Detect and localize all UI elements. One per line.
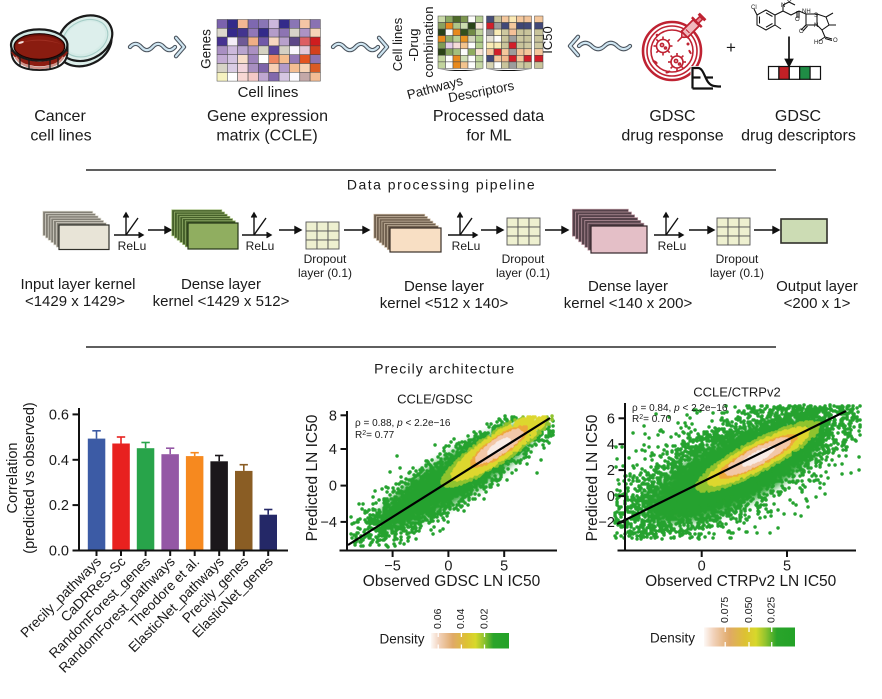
svg-text:0: 0 xyxy=(444,559,452,575)
svg-text:Data processing pipeline: Data processing pipeline xyxy=(347,177,536,193)
svg-text:0.0: 0.0 xyxy=(49,544,69,560)
svg-text:0.02: 0.02 xyxy=(478,608,490,629)
svg-text:0: 0 xyxy=(698,559,706,575)
svg-text:N: N xyxy=(814,23,818,29)
svg-text:O: O xyxy=(799,29,804,35)
svg-text:drug descriptors: drug descriptors xyxy=(741,128,856,145)
svg-text:0.6: 0.6 xyxy=(49,407,69,423)
svg-text:Gene expression: Gene expression xyxy=(207,108,328,125)
svg-text:4: 4 xyxy=(329,442,337,458)
svg-text:Output layer: Output layer xyxy=(776,278,858,295)
svg-text:ρ = 0.84, p < 2.2e−16: ρ = 0.84, p < 2.2e−16 xyxy=(632,403,728,414)
svg-text:ReLu: ReLu xyxy=(118,239,147,253)
svg-text:6: 6 xyxy=(607,411,615,427)
svg-text:CCLE/GDSC: CCLE/GDSC xyxy=(397,391,473,406)
svg-text:IC50: IC50 xyxy=(540,26,555,53)
svg-text:layer (0.1): layer (0.1) xyxy=(298,266,352,280)
svg-text:O: O xyxy=(833,38,838,44)
svg-text:0: 0 xyxy=(607,489,615,505)
svg-text:5: 5 xyxy=(783,559,791,575)
svg-text:8: 8 xyxy=(329,408,337,424)
svg-text:O: O xyxy=(787,0,792,4)
svg-text:<200 x 1>: <200 x 1> xyxy=(784,295,851,312)
svg-text:Cancer: Cancer xyxy=(34,108,86,125)
svg-text:S: S xyxy=(814,13,818,19)
svg-text:combination: combination xyxy=(421,6,436,77)
svg-text:Dense layer: Dense layer xyxy=(404,278,484,295)
svg-text:matrix (CCLE): matrix (CCLE) xyxy=(216,128,317,145)
svg-text:kernel <512 x 140>: kernel <512 x 140> xyxy=(380,295,509,312)
svg-text:drug response: drug response xyxy=(621,128,723,145)
svg-text:kernel <1429 x 512>: kernel <1429 x 512> xyxy=(153,293,290,310)
svg-text:4: 4 xyxy=(607,437,615,453)
svg-text:ReLu: ReLu xyxy=(658,239,687,253)
svg-text:R2= 0.70: R2= 0.70 xyxy=(632,414,672,425)
svg-text:−5: −5 xyxy=(384,559,401,575)
svg-text:(predicted vs observed): (predicted vs observed) xyxy=(22,402,38,554)
svg-text:2: 2 xyxy=(607,463,615,479)
svg-text:Dropout: Dropout xyxy=(502,252,545,266)
svg-text:−2: −2 xyxy=(598,515,615,531)
svg-text:Predicted LN IC50: Predicted LN IC50 xyxy=(304,414,321,541)
svg-text:0: 0 xyxy=(329,479,337,495)
svg-text:Genes: Genes xyxy=(199,29,214,69)
svg-text:0.075: 0.075 xyxy=(719,597,731,623)
svg-text:NH: NH xyxy=(802,9,811,15)
svg-text:−4: −4 xyxy=(320,515,337,531)
svg-text:Dropout: Dropout xyxy=(716,252,759,266)
svg-text:for ML: for ML xyxy=(466,128,511,145)
svg-text:layer (0.1): layer (0.1) xyxy=(496,266,550,280)
svg-text:cell lines: cell lines xyxy=(30,128,91,145)
svg-text:CCLE/CTRPv2: CCLE/CTRPv2 xyxy=(693,385,780,400)
svg-text:0.4: 0.4 xyxy=(49,453,69,469)
svg-text:Observed CTRPv2 LN IC50: Observed CTRPv2 LN IC50 xyxy=(645,573,837,590)
svg-text:ρ = 0.88, p < 2.2e−16: ρ = 0.88, p < 2.2e−16 xyxy=(355,418,451,429)
svg-text:0.025: 0.025 xyxy=(765,597,777,623)
svg-text:Observed GDSC LN IC50: Observed GDSC LN IC50 xyxy=(363,573,541,590)
svg-text:Cell lines: Cell lines xyxy=(390,17,405,71)
svg-text:Density: Density xyxy=(379,632,424,647)
svg-text:Precily architecture: Precily architecture xyxy=(374,361,515,377)
svg-text:Input layer kernel: Input layer kernel xyxy=(20,276,135,293)
svg-text:layer (0.1): layer (0.1) xyxy=(710,266,764,280)
svg-text:<1429 x 1429>: <1429 x 1429> xyxy=(25,293,125,310)
svg-text:Predicted LN IC50: Predicted LN IC50 xyxy=(584,414,601,541)
svg-text:+: + xyxy=(726,38,736,57)
svg-text:Processed data: Processed data xyxy=(433,108,544,125)
svg-text:Dense layer: Dense layer xyxy=(181,276,261,293)
svg-text:0.2: 0.2 xyxy=(49,498,69,514)
svg-text:0.050: 0.050 xyxy=(743,597,755,623)
svg-text:GDSC: GDSC xyxy=(775,108,821,125)
svg-text:O: O xyxy=(795,17,800,23)
svg-text:N: N xyxy=(781,3,785,9)
svg-text:GDSC: GDSC xyxy=(649,108,695,125)
svg-text:R2= 0.77: R2= 0.77 xyxy=(355,430,395,441)
svg-text:-Drug: -Drug xyxy=(406,29,421,62)
svg-text:HO: HO xyxy=(814,40,823,46)
svg-text:ReLu: ReLu xyxy=(246,239,275,253)
svg-text:Correlation: Correlation xyxy=(5,443,21,514)
svg-text:Cl: Cl xyxy=(751,5,757,11)
svg-text:Density: Density xyxy=(650,631,695,646)
svg-text:Dense layer: Dense layer xyxy=(588,278,668,295)
svg-text:Dropout: Dropout xyxy=(304,252,347,266)
svg-text:Cell lines: Cell lines xyxy=(238,84,299,101)
svg-text:0.04: 0.04 xyxy=(455,608,467,629)
svg-text:5: 5 xyxy=(500,559,508,575)
svg-text:kernel <140 x 200>: kernel <140 x 200> xyxy=(564,295,693,312)
svg-text:ReLu: ReLu xyxy=(452,239,481,253)
svg-text:0.06: 0.06 xyxy=(432,608,444,629)
